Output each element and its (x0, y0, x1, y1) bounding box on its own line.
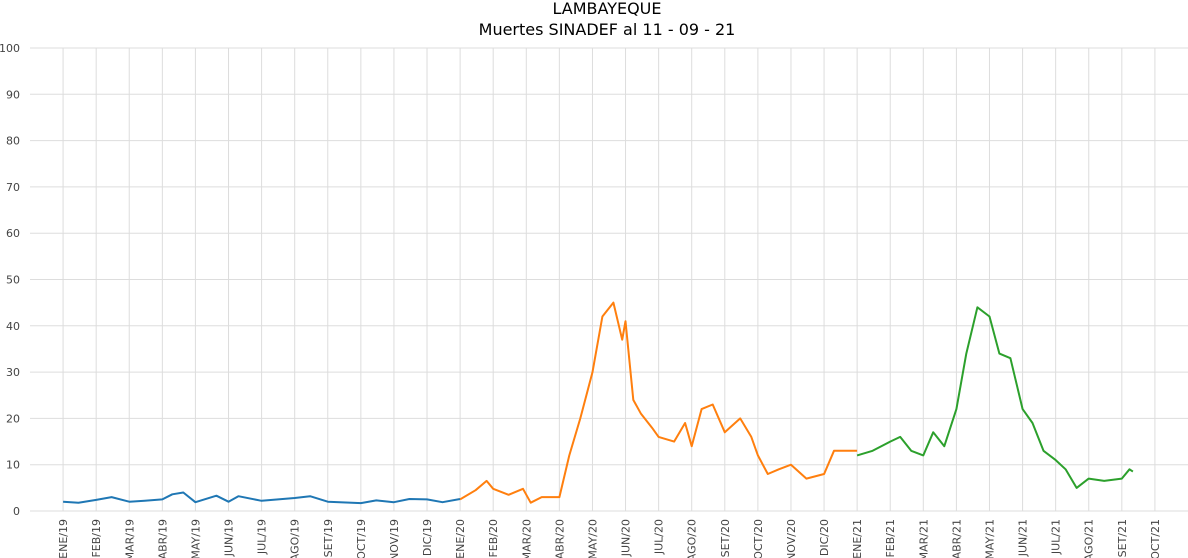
y-tick-label: 0 (13, 505, 20, 518)
series-line-2 (459, 301, 858, 504)
x-tick-label: MAR/20 (520, 519, 533, 558)
x-tick-label: MAR/19 (123, 519, 136, 558)
series-line-3 (856, 306, 1134, 489)
x-tick-label: JUN/20 (620, 519, 633, 557)
y-gridlines (30, 47, 1188, 512)
x-tick-label: ENE/19 (57, 519, 70, 558)
series-line-1 (63, 491, 461, 505)
x-tick-label: JUN/19 (223, 519, 236, 557)
y-tick-label: 50 (6, 274, 20, 287)
x-tick-label: SET/21 (1116, 519, 1129, 557)
x-tick-label: MAY/21 (983, 519, 996, 558)
x-tick-label: FEB/20 (487, 519, 500, 558)
x-tick-label: JUL/19 (256, 519, 269, 555)
x-tick-label: FEB/21 (884, 519, 897, 558)
x-tick-label: AGO/20 (686, 519, 699, 558)
x-tick-label: JUL/20 (653, 519, 666, 555)
x-tick-label: AGO/21 (1083, 519, 1096, 558)
x-tick-label: NOV/19 (388, 519, 401, 558)
y-tick-label: 90 (6, 88, 20, 101)
y-tick-label: 60 (6, 227, 20, 240)
x-tick-label: MAY/19 (189, 519, 202, 558)
y-tick-label: 80 (6, 135, 20, 148)
y-axis-ticks: 0 10 20 30 40 50 60 70 80 90 100 (0, 42, 20, 518)
chart-title: LAMBAYEQUE (552, 0, 661, 18)
x-gridlines (62, 48, 1156, 511)
chart-subtitle: Muertes SINADEF al 11 - 09 - 21 (479, 20, 736, 39)
y-tick-label: 30 (6, 366, 20, 379)
x-tick-label: MAR/21 (917, 519, 930, 558)
y-tick-label: 20 (6, 412, 20, 425)
x-tick-label: OCT/20 (752, 519, 765, 558)
x-tick-label: NOV/20 (785, 519, 798, 558)
x-tick-label: OCT/21 (1149, 519, 1162, 558)
y-tick-label: 70 (6, 181, 20, 194)
x-tick-label: DIC/19 (421, 519, 434, 556)
y-tick-label: 10 (6, 459, 20, 472)
x-tick-label: ABR/20 (553, 519, 566, 558)
x-tick-label: FEB/19 (90, 519, 103, 558)
x-tick-label: ENE/20 (454, 519, 467, 558)
x-tick-label: JUN/21 (1017, 519, 1030, 557)
x-tick-label: MAY/20 (586, 519, 599, 558)
x-tick-label: JUL/21 (1050, 519, 1063, 555)
x-tick-label: DIC/20 (818, 519, 831, 556)
x-tick-label: OCT/19 (355, 519, 368, 558)
x-tick-label: SET/19 (322, 519, 335, 557)
x-tick-label: ABR/19 (156, 519, 169, 558)
x-axis-ticks: ENE/19 FEB/19 MAR/19 ABR/19 MAY/19 JUN/19 JUL/… (57, 519, 1162, 558)
x-tick-label: SET/20 (719, 519, 732, 557)
y-tick-label: 100 (0, 42, 20, 55)
x-tick-label: ABR/21 (950, 519, 963, 558)
y-tick-label: 40 (6, 320, 20, 333)
x-tick-label: AGO/19 (289, 519, 302, 558)
series-lines (63, 301, 1134, 505)
x-tick-label: ENE/21 (851, 519, 864, 558)
